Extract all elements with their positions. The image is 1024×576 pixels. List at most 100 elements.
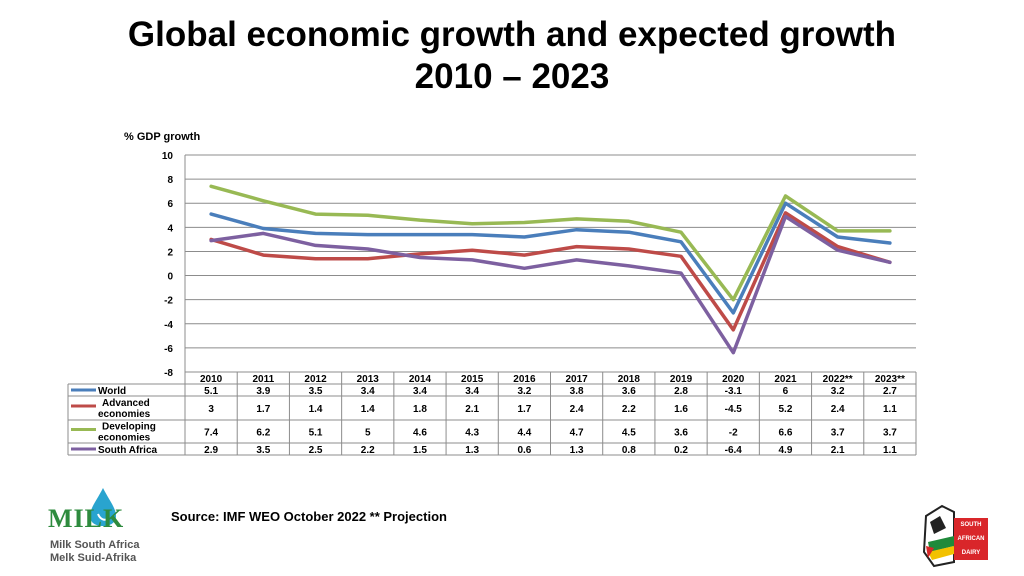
y-tick-label: 10 xyxy=(162,151,174,162)
data-cell: 1.1 xyxy=(883,445,897,456)
data-cell: 4.5 xyxy=(622,428,636,439)
data-cell: -6.4 xyxy=(725,445,743,456)
data-cell: 1.4 xyxy=(361,404,375,415)
y-tick-label: -6 xyxy=(164,344,173,355)
data-cell: 4.3 xyxy=(465,428,479,439)
data-cell: 2.5 xyxy=(309,445,323,456)
x-tick-label: 2016 xyxy=(513,374,536,385)
data-cell: 3.6 xyxy=(674,428,688,439)
y-tick-label: 8 xyxy=(167,175,173,186)
cow-flag-icon xyxy=(922,504,955,568)
data-cell: 3.6 xyxy=(622,386,636,397)
x-tick-label: 2023** xyxy=(875,374,905,385)
data-cell: 4.7 xyxy=(570,428,584,439)
y-tick-label: -2 xyxy=(164,296,173,307)
y-tick-label: 4 xyxy=(167,223,173,234)
logo-badge-1: SOUTH xyxy=(954,518,988,532)
series-line xyxy=(209,211,892,332)
data-cell: 1.8 xyxy=(413,404,427,415)
data-cell: 6.2 xyxy=(256,428,270,439)
data-cell: 1.4 xyxy=(309,404,323,415)
logo-badge-3: DAIRY xyxy=(954,546,988,560)
x-tick-label: 2013 xyxy=(357,374,380,385)
legend-label: World xyxy=(98,386,126,397)
data-cell: 3.5 xyxy=(309,386,323,397)
legend-label: Developing xyxy=(102,422,156,433)
y-tick-label: -8 xyxy=(164,368,173,379)
data-cell: 6 xyxy=(783,386,789,397)
data-cell: 4.6 xyxy=(413,428,427,439)
legend-label: economies xyxy=(98,409,151,420)
logo-badge-2: AFRICAN xyxy=(954,532,988,546)
x-tick-label: 2018 xyxy=(618,374,641,385)
x-tick-label: 2019 xyxy=(670,374,693,385)
data-cell: 0.8 xyxy=(622,445,636,456)
data-cell: 1.1 xyxy=(883,404,897,415)
legend-label: economies xyxy=(98,433,151,444)
data-cell: -3.1 xyxy=(725,386,743,397)
data-cell: 3.4 xyxy=(361,386,375,397)
title-line-2: 2010 – 2023 xyxy=(414,57,610,96)
data-cell: 2.1 xyxy=(831,445,845,456)
data-cell: 3 xyxy=(208,404,214,415)
data-cell: 1.7 xyxy=(256,404,270,415)
data-cell: 2.4 xyxy=(831,404,845,415)
data-cell: 2.4 xyxy=(570,404,584,415)
data-cell: 3.8 xyxy=(570,386,584,397)
data-cell: 3.4 xyxy=(413,386,427,397)
x-tick-label: 2014 xyxy=(409,374,432,385)
logo-line-2: Melk Suid-Afrika xyxy=(50,552,137,564)
data-cell: 3.9 xyxy=(256,386,270,397)
x-tick-label: 2012 xyxy=(304,374,327,385)
x-tick-label: 2021 xyxy=(774,374,797,385)
x-tick-label: 2011 xyxy=(252,374,274,385)
data-cell: 3.2 xyxy=(517,386,531,397)
data-cell: -2 xyxy=(729,428,738,439)
series-line xyxy=(209,214,892,355)
x-tick-label: 2010 xyxy=(200,374,223,385)
series-line xyxy=(209,184,892,302)
y-tick-label: -4 xyxy=(164,320,173,331)
milk-south-africa-logo: MILK Milk South Africa Melk Suid-Afrika xyxy=(48,486,158,566)
data-cell: 1.3 xyxy=(465,445,479,456)
data-cell: 6.6 xyxy=(779,428,793,439)
data-cell: 0.6 xyxy=(517,445,531,456)
title-line-1: Global economic growth and expected grow… xyxy=(127,15,897,54)
data-cell: 1.3 xyxy=(570,445,584,456)
x-tick-label: 2015 xyxy=(461,374,484,385)
y-tick-label: 0 xyxy=(167,272,173,283)
data-cell: 2.1 xyxy=(465,404,479,415)
data-cell: 3.5 xyxy=(256,445,270,456)
data-cell: 1.5 xyxy=(413,445,427,456)
data-cell: 3.7 xyxy=(883,428,897,439)
series-line xyxy=(209,201,892,315)
x-tick-label: 2020 xyxy=(722,374,745,385)
data-cell: 5 xyxy=(365,428,371,439)
data-cell: 2.2 xyxy=(361,445,375,456)
data-cell: -4.5 xyxy=(725,404,743,415)
data-cell: 2.9 xyxy=(204,445,218,456)
data-cell: 2.7 xyxy=(883,386,897,397)
data-cell: 4.9 xyxy=(779,445,793,456)
data-cell: 3.4 xyxy=(465,386,479,397)
y-axis-label: % GDP growth xyxy=(124,131,200,143)
x-tick-label: 2017 xyxy=(565,374,588,385)
data-cell: 1.6 xyxy=(674,404,688,415)
logo-brand-text: MILK xyxy=(48,504,125,533)
data-cell: 3.2 xyxy=(831,386,845,397)
south-african-dairy-logo: SOUTH AFRICAN DAIRY xyxy=(920,500,990,568)
data-cell: 5.1 xyxy=(309,428,323,439)
data-cell: 0.2 xyxy=(674,445,688,456)
data-cell: 3.7 xyxy=(831,428,845,439)
page-title: Global economic growth and expected grow… xyxy=(0,14,1024,98)
data-cell: 7.4 xyxy=(204,428,218,439)
legend-label: South Africa xyxy=(98,445,158,456)
data-cell: 2.2 xyxy=(622,404,636,415)
data-cell: 1.7 xyxy=(517,404,531,415)
legend-label: Advanced xyxy=(102,398,150,409)
x-tick-label: 2022** xyxy=(823,374,853,385)
logo-line-1: Milk South Africa xyxy=(50,539,140,551)
milk-drop-icon xyxy=(90,488,116,526)
data-cell: 5.2 xyxy=(779,404,793,415)
y-tick-label: 6 xyxy=(167,199,173,210)
